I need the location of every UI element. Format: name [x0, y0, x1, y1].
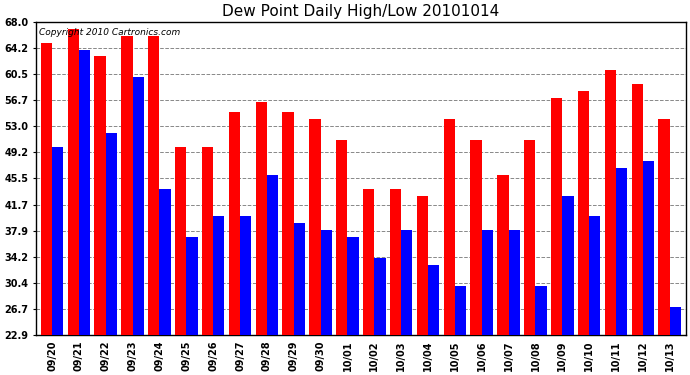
Bar — [106, 133, 117, 335]
Bar — [509, 230, 520, 335]
Bar — [202, 147, 213, 335]
Bar — [363, 189, 374, 335]
Bar — [186, 237, 197, 335]
Bar — [401, 230, 413, 335]
Bar — [604, 70, 616, 335]
Bar — [428, 265, 440, 335]
Bar — [562, 196, 573, 335]
Bar — [524, 140, 535, 335]
Text: Copyright 2010 Cartronics.com: Copyright 2010 Cartronics.com — [39, 28, 180, 37]
Bar — [240, 216, 251, 335]
Bar — [551, 98, 562, 335]
Bar — [497, 175, 509, 335]
Bar — [294, 224, 305, 335]
Bar — [321, 230, 332, 335]
Bar — [121, 36, 132, 335]
Bar — [535, 286, 546, 335]
Bar — [175, 147, 186, 335]
Bar — [95, 57, 106, 335]
Bar — [374, 258, 386, 335]
Bar — [255, 102, 267, 335]
Bar — [658, 119, 670, 335]
Bar — [267, 175, 278, 335]
Bar — [643, 161, 654, 335]
Bar — [229, 112, 240, 335]
Bar — [589, 216, 600, 335]
Bar — [148, 36, 159, 335]
Bar — [159, 189, 170, 335]
Bar — [68, 28, 79, 335]
Bar — [309, 119, 321, 335]
Bar — [417, 196, 428, 335]
Bar — [471, 140, 482, 335]
Bar — [336, 140, 348, 335]
Bar — [348, 237, 359, 335]
Bar — [455, 286, 466, 335]
Bar — [482, 230, 493, 335]
Bar — [616, 168, 627, 335]
Bar — [213, 216, 224, 335]
Bar — [132, 77, 144, 335]
Bar — [52, 147, 63, 335]
Bar — [41, 43, 52, 335]
Bar — [444, 119, 455, 335]
Bar — [578, 91, 589, 335]
Bar — [631, 84, 643, 335]
Bar — [282, 112, 294, 335]
Bar — [390, 189, 401, 335]
Bar — [79, 50, 90, 335]
Bar — [670, 307, 681, 335]
Title: Dew Point Daily High/Low 20101014: Dew Point Daily High/Low 20101014 — [222, 4, 500, 19]
